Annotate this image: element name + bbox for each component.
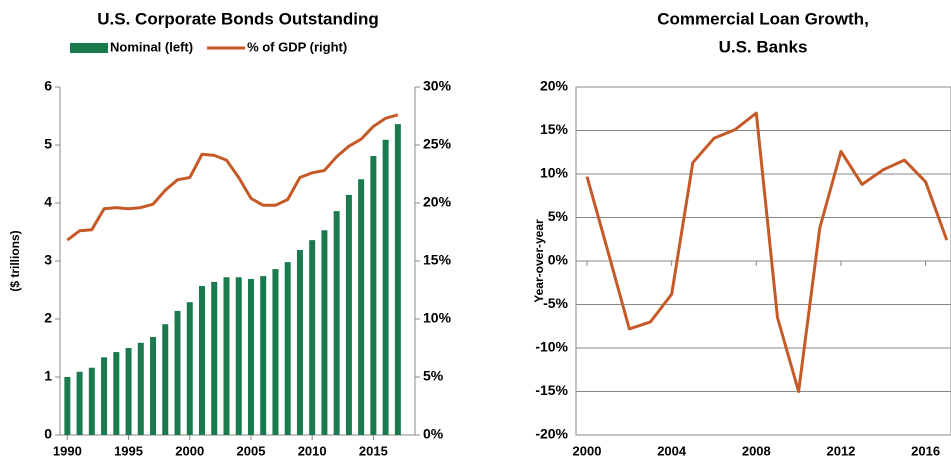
bar xyxy=(64,377,71,435)
bar xyxy=(150,336,157,435)
legend-label: Nominal (left) xyxy=(110,39,193,54)
y2-tick-label: 15% xyxy=(423,252,452,268)
y-tick-label: -10% xyxy=(535,339,568,355)
bar xyxy=(88,367,95,435)
bar xyxy=(394,124,401,436)
bar xyxy=(199,285,205,435)
x-tick-label: 1990 xyxy=(53,443,82,458)
line xyxy=(585,111,949,393)
x-tick-label: 2010 xyxy=(298,443,327,458)
bar xyxy=(247,278,254,435)
y-tick-label: 20% xyxy=(540,78,569,94)
bar xyxy=(370,156,377,435)
bar xyxy=(296,249,303,435)
bar xyxy=(211,281,218,435)
y-tick-label: 1 xyxy=(44,368,52,384)
y2-tick-label: 30% xyxy=(423,78,452,94)
x-tick-label: 2000 xyxy=(175,443,204,458)
bar xyxy=(223,277,230,435)
y-tick-label: 3 xyxy=(44,252,52,268)
x-tick-label: 2000 xyxy=(573,443,602,458)
y2-tick-label: 10% xyxy=(423,310,452,326)
y-tick-label: 10% xyxy=(540,165,569,181)
legend-swatch xyxy=(70,43,108,53)
bar xyxy=(162,324,169,435)
chart-title: Commercial Loan Growth, xyxy=(657,9,869,28)
x-tick-label: 2016 xyxy=(911,443,940,458)
bar xyxy=(235,277,242,435)
y2-tick-label: 5% xyxy=(423,368,444,384)
bar xyxy=(272,269,279,435)
legend-label: % of GDP (right) xyxy=(247,39,347,54)
bar xyxy=(309,240,316,435)
bar xyxy=(333,211,340,435)
x-tick-label: 2005 xyxy=(237,443,266,458)
bar xyxy=(358,179,365,435)
bar xyxy=(345,194,352,435)
bar xyxy=(137,342,144,435)
bar xyxy=(174,310,181,435)
line xyxy=(66,113,399,242)
y-tick-label: 15% xyxy=(540,121,569,137)
y-tick-label: 0 xyxy=(44,426,52,442)
bar xyxy=(76,371,83,435)
bar xyxy=(101,357,108,435)
y-tick-label: 4 xyxy=(44,194,52,210)
x-tick-label: 1995 xyxy=(114,443,143,458)
y-axis-label: ($ trillions) xyxy=(8,230,22,291)
bar xyxy=(284,262,291,435)
y-tick-label: 2 xyxy=(44,310,52,326)
y-axis-label: Year-over-year xyxy=(532,219,546,303)
chart-title: U.S. Banks xyxy=(719,37,808,56)
x-tick-label: 2004 xyxy=(657,443,687,458)
y-tick-label: -5% xyxy=(543,295,568,311)
x-tick-label: 2012 xyxy=(826,443,855,458)
bar xyxy=(382,139,389,435)
bar xyxy=(125,348,132,435)
x-tick-label: 2008 xyxy=(742,443,771,458)
y-tick-label: 5 xyxy=(44,136,52,152)
bar xyxy=(260,276,267,435)
y-tick-label: 6 xyxy=(44,78,52,94)
bar xyxy=(186,302,193,435)
x-tick-label: 2015 xyxy=(359,443,388,458)
chart-title: U.S. Corporate Bonds Outstanding xyxy=(97,9,378,28)
y2-tick-label: 25% xyxy=(423,136,452,152)
y2-tick-label: 0% xyxy=(423,426,444,442)
y-tick-label: 0% xyxy=(548,252,569,268)
plot-frame xyxy=(575,86,951,436)
y-tick-label: 5% xyxy=(548,208,569,224)
y-tick-label: -15% xyxy=(535,382,568,398)
bar xyxy=(321,230,328,435)
bar xyxy=(113,352,120,435)
y-tick-label: -20% xyxy=(535,426,568,442)
y2-tick-label: 20% xyxy=(423,194,452,210)
